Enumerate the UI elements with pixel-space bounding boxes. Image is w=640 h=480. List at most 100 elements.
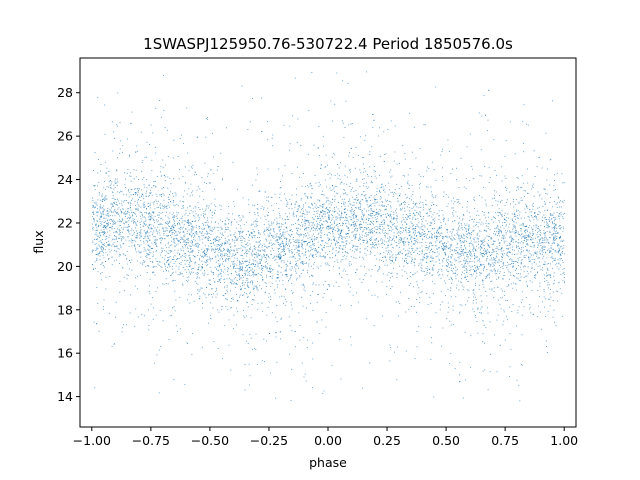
data-point (185, 264, 186, 265)
data-point (392, 247, 393, 248)
data-point (133, 219, 134, 220)
data-point (555, 217, 556, 218)
data-point (188, 223, 189, 224)
data-point (181, 264, 182, 265)
data-point (289, 235, 290, 236)
data-point (239, 261, 240, 262)
data-point (293, 245, 294, 246)
data-point (183, 276, 184, 277)
data-point (380, 240, 381, 241)
data-point (388, 228, 389, 229)
data-point (172, 225, 173, 226)
data-point (332, 157, 333, 158)
data-point (363, 157, 364, 158)
data-point (118, 248, 119, 249)
data-point (311, 228, 312, 229)
data-point (528, 193, 529, 194)
data-point (168, 271, 169, 272)
data-point (532, 185, 533, 186)
data-point (517, 218, 518, 219)
data-point (270, 251, 271, 252)
data-point (338, 230, 339, 231)
data-point (443, 250, 444, 251)
data-point (140, 263, 141, 264)
data-point (120, 225, 121, 226)
data-point (206, 205, 207, 206)
data-point (279, 259, 280, 260)
data-point (117, 209, 118, 210)
data-point (129, 192, 130, 193)
data-point (98, 226, 99, 227)
data-point (316, 208, 317, 209)
data-point (463, 215, 464, 216)
data-point (202, 288, 203, 289)
data-point (405, 222, 406, 223)
data-point (485, 200, 486, 201)
data-point (377, 216, 378, 217)
data-point (411, 241, 412, 242)
data-point (488, 120, 489, 121)
data-point (465, 304, 466, 305)
data-point (261, 260, 262, 261)
data-point (313, 255, 314, 256)
data-point (428, 216, 429, 217)
data-point (476, 299, 477, 300)
data-point (489, 277, 490, 278)
data-point (429, 225, 430, 226)
data-point (241, 288, 242, 289)
data-point (96, 232, 97, 233)
data-point (318, 126, 319, 127)
data-point (451, 233, 452, 234)
data-point (342, 80, 343, 81)
data-point (512, 267, 513, 268)
data-point (467, 261, 468, 262)
data-point (203, 293, 204, 294)
data-point (136, 176, 137, 177)
data-point (337, 241, 338, 242)
data-point (336, 207, 337, 208)
data-point (193, 255, 194, 256)
data-point (433, 293, 434, 294)
data-point (455, 270, 456, 271)
data-point (144, 251, 145, 252)
data-point (300, 256, 301, 257)
data-point (436, 180, 437, 181)
data-point (556, 224, 557, 225)
data-point (524, 217, 525, 218)
data-point (471, 232, 472, 233)
data-point (141, 236, 142, 237)
data-point (119, 254, 120, 255)
data-point (192, 227, 193, 228)
data-point (559, 248, 560, 249)
data-point (215, 267, 216, 268)
data-point (393, 247, 394, 248)
data-point (387, 200, 388, 201)
data-point (379, 266, 380, 267)
data-point (373, 221, 374, 222)
data-point (214, 189, 215, 190)
data-point (424, 124, 425, 125)
data-point (265, 282, 266, 283)
data-point (260, 218, 261, 219)
data-point (177, 331, 178, 332)
data-point (464, 238, 465, 239)
data-point (415, 210, 416, 211)
data-point (381, 205, 382, 206)
data-point (501, 215, 502, 216)
data-point (492, 252, 493, 253)
data-point (240, 270, 241, 271)
data-point (525, 204, 526, 205)
data-point (182, 206, 183, 207)
data-point (426, 235, 427, 236)
data-point (391, 273, 392, 274)
data-point (400, 240, 401, 241)
data-point (348, 124, 349, 125)
data-point (274, 219, 275, 220)
data-point (354, 229, 355, 230)
data-point (228, 229, 229, 230)
data-point (348, 206, 349, 207)
data-point (335, 243, 336, 244)
data-point (554, 220, 555, 221)
data-point (215, 222, 216, 223)
data-point (141, 235, 142, 236)
